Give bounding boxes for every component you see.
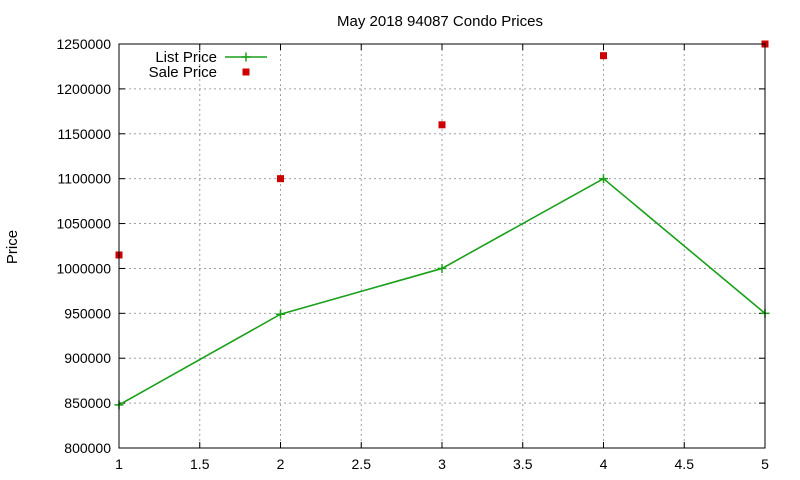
y-tick-label: 800000 (64, 440, 111, 456)
data-point (599, 174, 608, 184)
x-tick-label: 5 (761, 456, 769, 472)
y-tick-label: 1200000 (56, 81, 111, 97)
x-tick-label: 3.5 (513, 456, 533, 472)
axis-ticks: 1 1.5 2 2.5 3 3.5 4 4.5 5 800000 850000 900000 95000… (56, 36, 769, 472)
y-tick-label: 1250000 (56, 36, 111, 52)
y-tick-label: 900000 (64, 350, 111, 366)
x-tick-label: 1.5 (190, 456, 210, 472)
y-tick-label: 950000 (64, 305, 111, 321)
plot-frame (118, 43, 766, 449)
y-axis-label: Price (4, 230, 21, 264)
y-tick-label: 1050000 (56, 216, 111, 232)
legend-marker (241, 52, 251, 62)
grid (119, 44, 765, 448)
y-tick-label: 850000 (64, 395, 111, 411)
y-tick-label: 1150000 (58, 126, 112, 142)
data-point (277, 175, 284, 183)
legend-label: Sale Price (149, 64, 217, 81)
y-tick-label: 1000000 (56, 260, 111, 276)
data-point (437, 263, 447, 273)
data-point (600, 52, 607, 60)
legend-marker (242, 68, 250, 76)
data-point (438, 121, 446, 129)
chart-title: May 2018 94087 Condo Prices (337, 13, 543, 30)
x-tick-label: 4 (600, 456, 608, 472)
y-tick-label: 1100000 (58, 171, 112, 187)
x-tick-label: 2 (277, 456, 285, 472)
x-tick-label: 2.5 (352, 456, 372, 472)
x-tick-label: 4.5 (675, 456, 695, 472)
legend-label: List Price (155, 49, 217, 66)
x-tick-label: 3 (438, 456, 446, 472)
x-tick-label: 1 (115, 456, 123, 472)
data-point (276, 309, 285, 319)
